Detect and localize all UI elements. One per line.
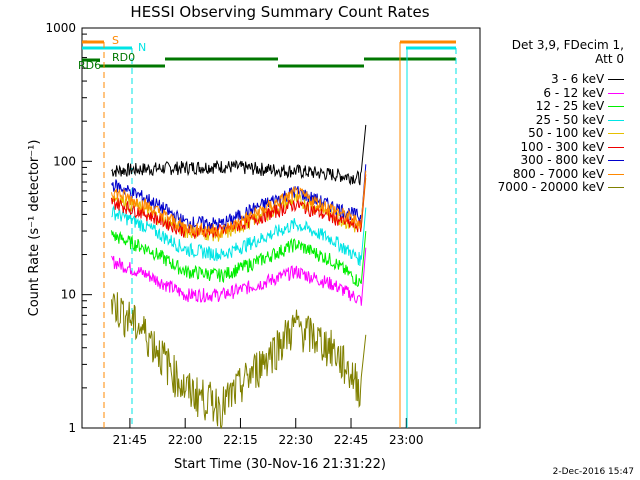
- legend-swatch: [608, 187, 624, 188]
- series-line: [111, 230, 367, 288]
- y-tick-label: 100: [53, 154, 76, 168]
- legend-header-2: Att 0: [595, 52, 624, 66]
- legend-label: 50 - 100 keV: [528, 126, 608, 140]
- legend-label: 100 - 300 keV: [520, 139, 608, 154]
- legend-entry: 50 - 100 keV: [528, 126, 624, 140]
- y-tick-label: 1000: [45, 21, 76, 35]
- legend-swatch: [608, 119, 624, 121]
- y-axis: 1 10 100 1000: [45, 21, 92, 435]
- x-tick-label: 22:45: [334, 433, 369, 447]
- legend-swatch: [608, 92, 624, 94]
- legend-swatch: [608, 160, 624, 161]
- legend-swatch: [608, 146, 624, 148]
- legend-label: 7000 - 20000 keV: [497, 180, 608, 194]
- legend-swatch: [608, 173, 624, 175]
- legend-label: 12 - 25 keV: [535, 99, 608, 113]
- series-line: [111, 205, 367, 267]
- x-tick-label: 22:15: [223, 433, 258, 447]
- legend-entry: 7000 - 20000 keV: [498, 180, 624, 194]
- x-tick-label: 22:00: [168, 433, 203, 447]
- legend-header-1: Det 3,9, FDecim 1,: [511, 38, 624, 52]
- legend-entry: 12 - 25 keV: [536, 99, 624, 113]
- x-axis-label: Start Time (30-Nov-16 21:31:22): [174, 457, 386, 472]
- legend-label: 25 - 50 keV: [535, 112, 608, 127]
- timestamp: 2-Dec-2016 15:47: [553, 467, 634, 477]
- marker-label-rd0: RD0: [112, 51, 135, 64]
- series-line: [111, 247, 367, 306]
- series-line: [111, 292, 367, 430]
- legend-entry: 800 - 7000 keV: [513, 167, 624, 181]
- legend-entry: 6 - 12 keV: [543, 86, 624, 100]
- series-line: [111, 124, 367, 186]
- marker-label-rd6: RD6: [78, 59, 101, 72]
- legend-entry: 100 - 300 keV: [520, 140, 624, 154]
- series-layer: [111, 124, 367, 430]
- legend-entry: 25 - 50 keV: [536, 113, 624, 127]
- legend-swatch: [608, 133, 624, 134]
- chart-title: HESSI Observing Summary Count Rates: [130, 3, 429, 21]
- x-tick-label: 21:45: [113, 433, 148, 447]
- y-axis-label: Count Rate (s⁻¹ detector⁻¹): [27, 140, 42, 317]
- marker-label-n: N: [138, 41, 146, 54]
- series-line: [111, 170, 367, 238]
- legend-entry: 3 - 6 keV: [551, 72, 624, 86]
- legend-label: 300 - 800 keV: [520, 153, 608, 167]
- x-axis: 21:45 22:00 22:15 22:30 22:45 23:00: [113, 418, 424, 447]
- marker-label-s: S: [112, 34, 119, 47]
- legend-label: 6 - 12 keV: [543, 85, 608, 100]
- legend-swatch: [608, 106, 624, 107]
- y-tick-label: 1: [68, 421, 76, 435]
- x-tick-label: 23:00: [389, 433, 424, 447]
- legend-swatch: [608, 79, 624, 80]
- plot-frame: [81, 27, 481, 429]
- legend-label: 3 - 6 keV: [551, 72, 608, 86]
- y-tick-label: 10: [61, 288, 76, 302]
- x-tick-label: 22:30: [278, 433, 313, 447]
- legend-entry: 300 - 800 keV: [520, 153, 624, 167]
- legend-label: 800 - 7000 keV: [512, 166, 608, 181]
